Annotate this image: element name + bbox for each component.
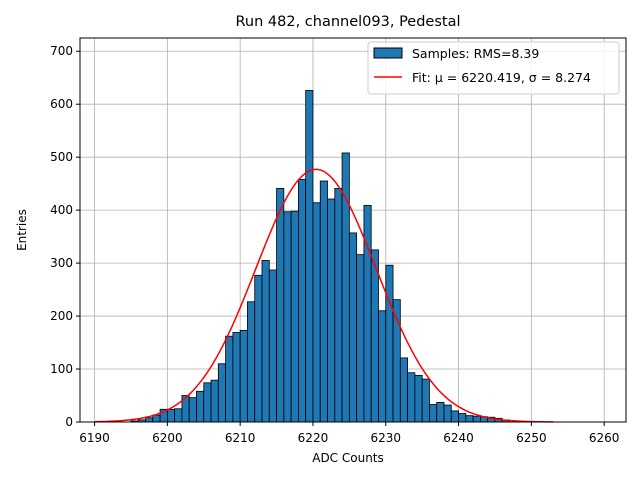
histogram-bar	[174, 408, 183, 423]
x-tick-label: 6240	[443, 431, 474, 445]
histogram-bar	[348, 232, 358, 423]
x-axis-ticks: 6190 6200 6210 6220 6230 6240 6250 6260	[79, 422, 619, 445]
histogram-bar	[268, 269, 277, 423]
histogram-bar	[239, 329, 248, 423]
x-tick-label: 6220	[298, 431, 329, 445]
histogram-bar	[421, 378, 430, 423]
histogram-bar	[327, 198, 336, 423]
histogram-bar	[290, 210, 299, 423]
y-tick-label: 400	[50, 203, 73, 217]
histogram-bar	[429, 404, 438, 423]
histogram-bar	[465, 415, 474, 423]
histogram-bar	[276, 188, 285, 423]
histogram-bar	[334, 188, 343, 423]
histogram-bar	[254, 274, 263, 423]
histogram-bar	[458, 413, 467, 423]
histogram-bar	[356, 254, 365, 423]
x-tick-label: 6200	[152, 431, 183, 445]
histogram-bar	[312, 202, 321, 423]
histogram-bar	[225, 335, 234, 423]
histogram-bar	[210, 379, 219, 423]
y-tick-label: 600	[50, 97, 73, 111]
histogram-bar	[407, 372, 416, 423]
histogram-bar	[305, 90, 314, 423]
legend-label-samples: Samples: RMS=8.39	[412, 46, 539, 61]
x-tick-label: 6230	[370, 431, 401, 445]
histogram-bar	[152, 414, 161, 423]
legend-bar-swatch	[373, 47, 403, 59]
y-axis-label: Entries	[15, 209, 29, 251]
histogram-bar	[261, 260, 270, 423]
histogram-bar	[247, 301, 256, 423]
histogram-bar	[443, 404, 452, 423]
x-axis-label: ADC Counts	[312, 451, 384, 465]
histogram-bar	[399, 357, 409, 423]
histogram-bar	[283, 211, 292, 423]
histogram-bar	[196, 390, 205, 423]
histogram-bar	[436, 402, 445, 423]
x-tick-label: 6210	[225, 431, 256, 445]
histogram-bar	[370, 249, 379, 423]
histogram-bar	[450, 410, 459, 423]
histogram-bar	[378, 310, 387, 423]
y-tick-label: 500	[50, 150, 73, 164]
plot-frame	[79, 37, 627, 423]
x-tick-label: 6250	[516, 431, 547, 445]
legend: Samples: RMS=8.39 Fit: μ = 6220.419, σ =…	[367, 41, 620, 95]
y-tick-label: 700	[50, 44, 73, 58]
histogram-bar	[319, 180, 328, 423]
y-tick-label: 200	[50, 309, 73, 323]
y-axis-ticks: 0 100 200 300 400 500 600 700	[50, 44, 80, 429]
y-tick-label: 300	[50, 256, 73, 270]
chart-title: Run 482, channel093, Pedestal	[235, 14, 460, 30]
histogram-bar	[203, 382, 212, 423]
histogram-bar	[232, 332, 241, 423]
histogram-bar	[188, 397, 197, 423]
legend-frame	[367, 41, 620, 95]
histogram-bar	[166, 408, 176, 423]
x-tick-label: 6260	[589, 431, 620, 445]
histogram-bar	[363, 204, 372, 423]
fit-curve	[94, 168, 554, 423]
histogram-bar	[472, 415, 481, 423]
y-tick-label: 0	[65, 415, 73, 429]
plot-area	[79, 37, 627, 423]
histogram-bar	[385, 264, 394, 423]
histogram-bar	[414, 374, 423, 423]
histogram-bar	[297, 179, 307, 423]
legend-label-fit: Fit: μ = 6220.419, σ = 8.274	[412, 70, 591, 85]
histogram-bars	[130, 90, 510, 423]
histogram-bar	[217, 363, 227, 423]
histogram-bar	[145, 417, 154, 423]
x-tick-label: 6190	[79, 431, 110, 445]
y-tick-label: 100	[50, 362, 73, 376]
